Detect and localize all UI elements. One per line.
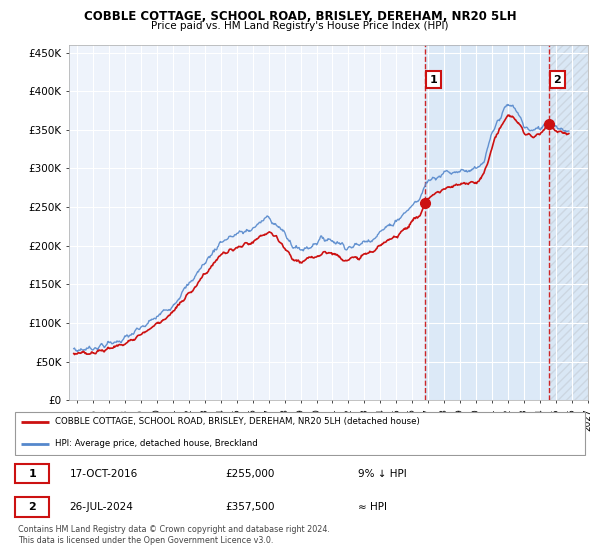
Text: 26-JUL-2024: 26-JUL-2024: [70, 502, 133, 512]
Text: 1: 1: [28, 469, 36, 479]
Text: 9% ↓ HPI: 9% ↓ HPI: [358, 469, 406, 479]
Text: Price paid vs. HM Land Registry's House Price Index (HPI): Price paid vs. HM Land Registry's House …: [151, 21, 449, 31]
Text: 1: 1: [430, 74, 437, 85]
Bar: [549, 45, 588, 400]
Text: COBBLE COTTAGE, SCHOOL ROAD, BRISLEY, DEREHAM, NR20 5LH: COBBLE COTTAGE, SCHOOL ROAD, BRISLEY, DE…: [83, 10, 517, 23]
Text: £255,000: £255,000: [225, 469, 274, 479]
Text: 2: 2: [28, 502, 36, 512]
Text: 2: 2: [554, 74, 561, 85]
FancyBboxPatch shape: [15, 412, 585, 455]
Text: £357,500: £357,500: [225, 502, 275, 512]
Text: ≈ HPI: ≈ HPI: [358, 502, 386, 512]
FancyBboxPatch shape: [15, 497, 49, 517]
Text: Contains HM Land Registry data © Crown copyright and database right 2024.
This d: Contains HM Land Registry data © Crown c…: [18, 525, 330, 545]
Bar: [425, 45, 588, 400]
Text: 17-OCT-2016: 17-OCT-2016: [70, 469, 138, 479]
Text: COBBLE COTTAGE, SCHOOL ROAD, BRISLEY, DEREHAM, NR20 5LH (detached house): COBBLE COTTAGE, SCHOOL ROAD, BRISLEY, DE…: [55, 417, 420, 427]
Bar: [549, 45, 588, 400]
FancyBboxPatch shape: [15, 464, 49, 483]
Text: HPI: Average price, detached house, Breckland: HPI: Average price, detached house, Brec…: [55, 439, 258, 448]
